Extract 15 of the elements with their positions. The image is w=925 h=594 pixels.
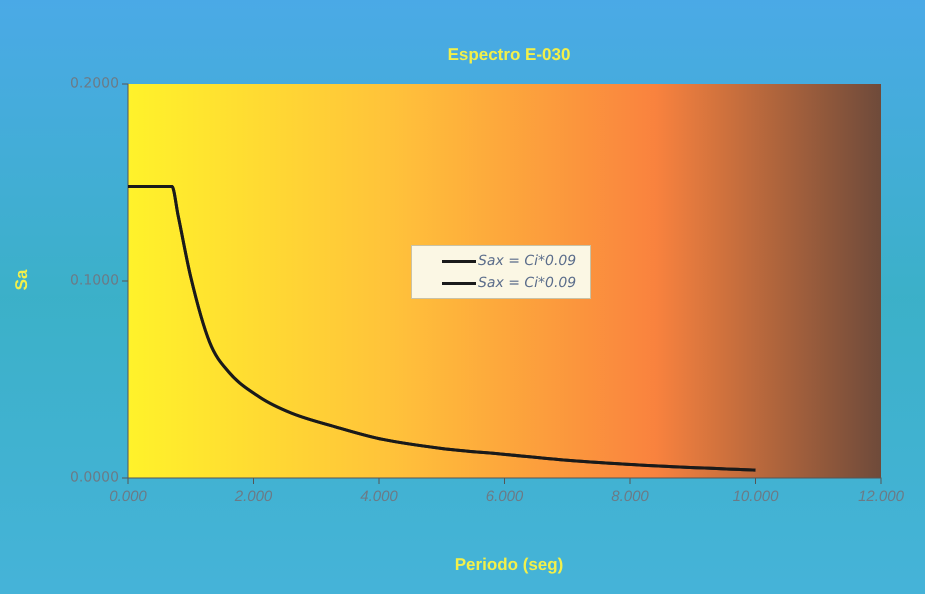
y-tick-label: 0.1000 xyxy=(70,272,119,289)
x-tick-label: 6.000 xyxy=(486,488,524,506)
x-tick-label: 4.000 xyxy=(360,488,398,506)
legend-label: Sax = Ci*0.09 xyxy=(478,253,576,269)
y-tick-label: 0.2000 xyxy=(70,76,119,92)
legend-label: Sax = Ci*0.09 xyxy=(478,275,576,291)
x-tick-label: 10.000 xyxy=(732,488,780,506)
x-tick-label: 2.000 xyxy=(234,488,273,506)
x-tick-label: 8.000 xyxy=(611,488,650,506)
chart-title: Espectro E-030 xyxy=(446,45,572,65)
x-axis-title: Periodo (seg) xyxy=(454,555,564,575)
y-tick-label: 0.0000 xyxy=(70,470,119,486)
y-axis-title: Sa xyxy=(12,270,32,290)
x-tick-label: 12.000 xyxy=(858,488,905,506)
x-tick-label: 0.000 xyxy=(109,488,148,506)
